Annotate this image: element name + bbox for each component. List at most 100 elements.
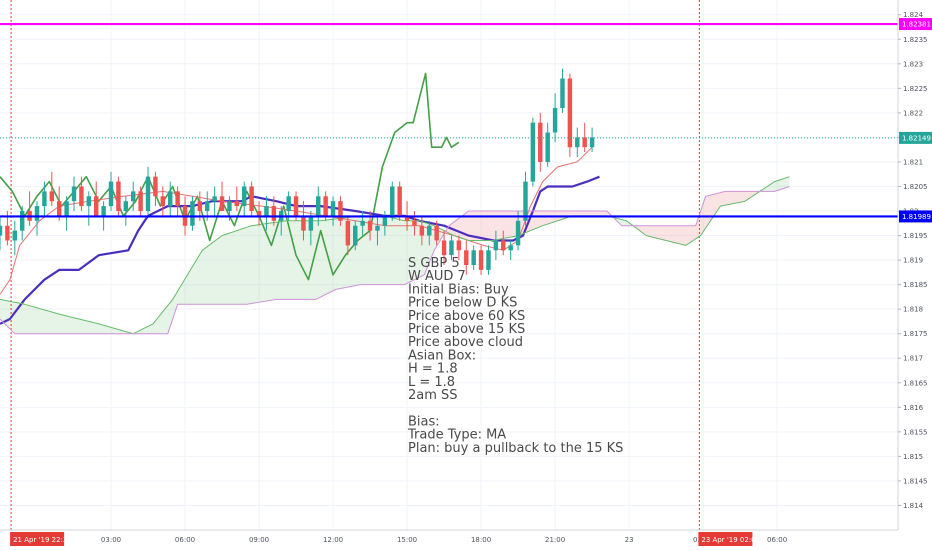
bearish-candle[interactable] — [219, 181, 225, 212]
cloud-segment — [490, 211, 494, 241]
bearish-candle[interactable] — [538, 112, 543, 172]
trade-note-line: Asian Box: — [408, 348, 476, 363]
bearish-candle[interactable] — [456, 235, 462, 261]
bullish-candle[interactable] — [471, 245, 476, 270]
bullish-candle[interactable] — [382, 211, 388, 236]
session-date-tag[interactable] — [698, 532, 753, 546]
session-date-tag[interactable] — [10, 532, 65, 546]
bullish-candle[interactable] — [19, 206, 25, 241]
bearish-candle[interactable] — [464, 240, 469, 275]
cloud-segment — [505, 211, 509, 239]
bullish-candle[interactable] — [316, 186, 321, 226]
bullish-candle[interactable] — [34, 201, 40, 236]
candle-body — [412, 220, 417, 226]
candles[interactable] — [0, 68, 595, 275]
bullish-candle[interactable] — [589, 127, 595, 153]
bullish-candle[interactable] — [130, 181, 136, 212]
candle-body — [419, 225, 425, 236]
bearish-candle[interactable] — [338, 196, 343, 226]
bullish-candle[interactable] — [390, 181, 395, 221]
bullish-candle[interactable] — [427, 220, 432, 246]
bullish-candle[interactable] — [560, 68, 565, 113]
cloud-segment — [69, 316, 72, 334]
bullish-candle[interactable] — [493, 230, 499, 261]
bullish-candle[interactable] — [264, 196, 269, 231]
bearish-candle[interactable] — [567, 73, 573, 158]
bearish-candle[interactable] — [419, 215, 425, 246]
price-tick-label: 1.824 — [903, 11, 924, 19]
bullish-candle[interactable] — [545, 122, 550, 167]
cloud-segment — [382, 215, 385, 285]
bearish-candle[interactable] — [271, 196, 277, 226]
bullish-candle[interactable] — [353, 220, 358, 251]
bearish-candle[interactable] — [79, 176, 84, 212]
bullish-candle[interactable] — [508, 240, 513, 261]
price-level-tag[interactable] — [899, 18, 932, 31]
bearish-candle[interactable] — [175, 186, 180, 216]
bullish-candle[interactable] — [42, 181, 47, 216]
bearish-candle[interactable] — [478, 245, 484, 275]
bearish-candle[interactable] — [93, 181, 99, 216]
bearish-candle[interactable] — [582, 122, 587, 153]
bearish-candle[interactable] — [301, 201, 306, 241]
bearish-candle[interactable] — [160, 186, 166, 216]
time-axis[interactable]: 03:0006:0009:0012:0015:0018:0021:002303:… — [0, 529, 932, 550]
bearish-candle[interactable] — [49, 171, 55, 207]
cloud-segment — [542, 211, 546, 226]
cloud-segment — [772, 181, 775, 192]
bullish-candle[interactable] — [12, 220, 18, 256]
bullish-candle[interactable] — [190, 196, 195, 231]
candle-body — [493, 240, 499, 251]
bullish-candle[interactable] — [575, 127, 580, 158]
bearish-candle[interactable] — [138, 186, 143, 216]
bearish-candle[interactable] — [397, 181, 402, 221]
bullish-candle[interactable] — [212, 186, 217, 216]
bullish-candle[interactable] — [108, 171, 114, 212]
bullish-candle[interactable] — [360, 211, 365, 236]
price-level-tag[interactable] — [899, 131, 932, 144]
bullish-candle[interactable] — [449, 235, 454, 261]
price-tick-label: 1.8185 — [903, 281, 928, 289]
bullish-candle[interactable] — [71, 176, 77, 212]
bullish-candle[interactable] — [330, 196, 336, 226]
candle-body — [301, 215, 306, 231]
cloud-segment — [747, 191, 750, 200]
price-axis[interactable]: 1.8241.82351.8231.82251.8221.82151.8211.… — [897, 0, 932, 550]
bearish-candle[interactable] — [249, 181, 254, 216]
candle-body — [360, 220, 365, 226]
bullish-candle[interactable] — [64, 196, 69, 231]
bearish-candle[interactable] — [234, 186, 240, 212]
bullish-candle[interactable] — [515, 211, 521, 251]
bearish-candle[interactable] — [434, 220, 439, 246]
cloud-segment — [537, 211, 541, 228]
candle-body — [108, 181, 114, 207]
bearish-candle[interactable] — [153, 171, 158, 207]
bullish-candle[interactable] — [86, 191, 92, 226]
bearish-candle[interactable] — [345, 215, 351, 256]
candle-body — [286, 196, 291, 212]
candle-body — [523, 181, 528, 221]
candle-body — [293, 196, 299, 216]
bullish-candle[interactable] — [375, 215, 380, 246]
bullish-candle[interactable] — [0, 215, 3, 251]
bullish-candle[interactable] — [145, 166, 151, 216]
bullish-candle[interactable] — [552, 93, 558, 143]
bearish-candle[interactable] — [501, 230, 506, 256]
bullish-candle[interactable] — [168, 181, 173, 216]
bearish-candle[interactable] — [256, 201, 262, 226]
candle-body — [456, 240, 462, 251]
price-tick-label: 1.822 — [903, 109, 923, 117]
bullish-candle[interactable] — [242, 181, 247, 216]
cloud-segment — [115, 328, 119, 334]
price-level-tag[interactable] — [899, 210, 932, 223]
bearish-candle[interactable] — [441, 230, 447, 265]
cloud-segment — [229, 232, 232, 305]
bullish-candle[interactable] — [123, 196, 129, 226]
bullish-candle[interactable] — [530, 117, 536, 187]
bearish-candle[interactable] — [56, 186, 62, 221]
bearish-candle[interactable] — [412, 211, 417, 236]
bearish-candle[interactable] — [116, 176, 121, 216]
bullish-candle[interactable] — [486, 245, 491, 275]
horizontal-levels[interactable] — [0, 22, 898, 218]
